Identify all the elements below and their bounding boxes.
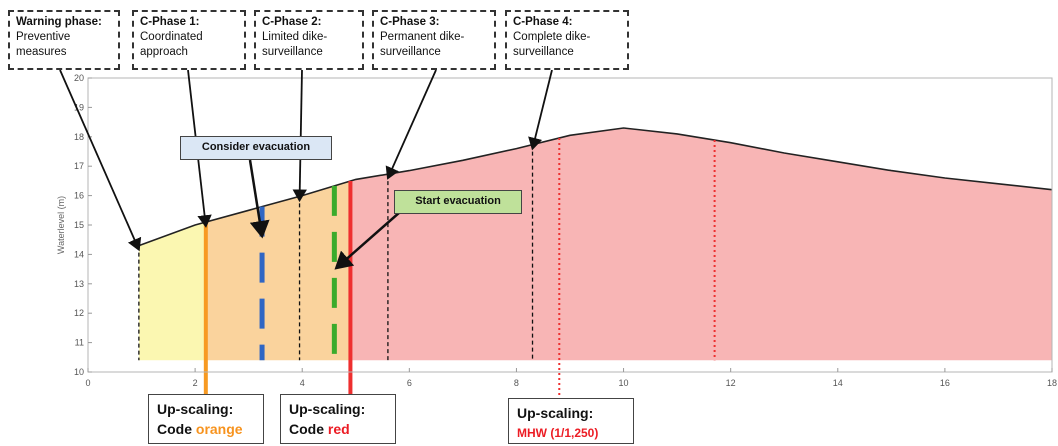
x-tick-label: 0: [85, 378, 90, 388]
y-axis-label: Waterlevel (m): [56, 196, 66, 254]
phase-box-c4: C-Phase 4: Complete dike- surveillance: [505, 10, 629, 70]
upscaling-box-mhw: Up-scaling: MHW (1/1,250): [508, 398, 634, 444]
phase-arrow-3: [388, 70, 436, 178]
phase-description: Preventive measures: [16, 30, 112, 60]
phase-box-c2: C-Phase 2: Limited dike- surveillance: [254, 10, 364, 70]
y-tick-label: 18: [74, 132, 84, 142]
mhw-text: MHW (1/1,250): [517, 426, 598, 440]
upscaling-code-line: MHW (1/1,250): [517, 423, 625, 443]
y-tick-label: 10: [74, 367, 84, 377]
upscaling-code-line: Code red: [289, 419, 387, 439]
x-tick-label: 16: [940, 378, 950, 388]
y-tick-label: 11: [75, 338, 84, 348]
y-tick-label: 20: [74, 73, 84, 83]
phase-arrow-0: [60, 70, 139, 250]
upscaling-box-red: Up-scaling: Code red: [280, 394, 396, 444]
phase-title: C-Phase 2:: [262, 15, 356, 30]
x-tick-label: 18: [1047, 378, 1057, 388]
code-orange-text: orange: [196, 421, 243, 437]
x-tick-label: 10: [619, 378, 629, 388]
phase-title: C-Phase 3:: [380, 15, 488, 30]
phase-description: Coordinated approach: [140, 30, 238, 60]
upscaling-box-orange: Up-scaling: Code orange: [148, 394, 264, 444]
upscaling-prefix: Code: [157, 421, 196, 437]
upscaling-prefix: Code: [289, 421, 328, 437]
phase-title: Warning phase:: [16, 15, 112, 30]
phase-arrow-4: [533, 70, 552, 149]
y-tick-label: 16: [74, 191, 84, 201]
phase-title: C-Phase 4:: [513, 15, 621, 30]
x-tick-label: 14: [833, 378, 843, 388]
x-tick-label: 12: [726, 378, 736, 388]
area-region-2: [350, 129, 1052, 360]
y-tick-label: 13: [74, 279, 84, 289]
phase-description: Complete dike- surveillance: [513, 30, 621, 60]
phase-title: C-Phase 1:: [140, 15, 238, 30]
start-evacuation-callout: Start evacuation: [394, 190, 522, 214]
x-tick-label: 8: [514, 378, 519, 388]
upscaling-title: Up-scaling:: [517, 403, 625, 423]
phase-description: Permanent dike- surveillance: [380, 30, 488, 60]
upscaling-title: Up-scaling:: [157, 399, 255, 419]
consider-evacuation-callout: Consider evacuation: [180, 136, 332, 160]
phase-box-c3: C-Phase 3: Permanent dike- surveillance: [372, 10, 496, 70]
phase-description: Limited dike- surveillance: [262, 30, 356, 60]
area-region-0: [139, 222, 206, 360]
phase-box-warning: Warning phase: Preventive measures: [8, 10, 120, 70]
x-tick-label: 4: [300, 378, 305, 388]
y-tick-label: 14: [74, 249, 84, 259]
y-tick-label: 15: [74, 220, 84, 230]
upscaling-code-line: Code orange: [157, 419, 255, 439]
x-tick-label: 6: [407, 378, 412, 388]
phase-box-c1: C-Phase 1: Coordinated approach: [132, 10, 246, 70]
area-region-1: [206, 181, 351, 360]
upscaling-title: Up-scaling:: [289, 399, 387, 419]
y-tick-label: 12: [74, 308, 84, 318]
y-tick-label: 17: [74, 161, 84, 171]
x-tick-label: 2: [193, 378, 198, 388]
code-red-text: red: [328, 421, 350, 437]
